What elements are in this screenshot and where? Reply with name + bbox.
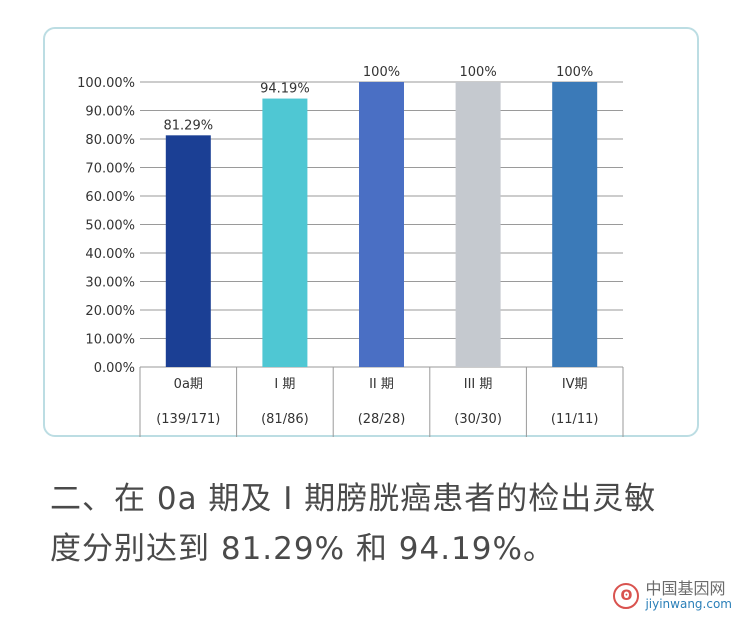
y-tick-label: 80.00% xyxy=(85,133,135,148)
y-tick-label: 70.00% xyxy=(85,162,135,177)
x-tick-label: IV期 xyxy=(562,377,588,392)
data-label: 100% xyxy=(363,65,400,80)
data-label: 94.19% xyxy=(260,82,310,97)
bar-chart: 0.00% 10.00% 20.00% 30.00% 40.00% 50.00% 60.00… xyxy=(77,65,624,437)
caption-line-1: 二、在 0a 期及 I 期膀胱癌患者的检出灵敏 xyxy=(50,481,657,517)
watermark-name: 中国基因网 xyxy=(645,579,726,599)
x-tick-sublabel: (139/171) xyxy=(156,412,220,427)
dna-logo-icon: ʘ xyxy=(613,582,640,609)
x-tick-label: 0a期 xyxy=(174,377,203,392)
bar xyxy=(165,135,211,367)
caption: 二、在 0a 期及 I 期膀胱癌患者的检出灵敏 度分别达到 81.29% 和 9… xyxy=(50,474,710,574)
bar xyxy=(262,98,308,367)
caption-line-2: 度分别达到 81.29% 和 94.19%。 xyxy=(50,531,555,567)
data-label: 100% xyxy=(460,65,497,80)
y-tick-label: 100.00% xyxy=(77,76,135,91)
bar xyxy=(455,82,501,367)
x-tick-label: II 期 xyxy=(369,377,394,392)
watermark: ʘ 中国基因网 jiyinwang.com xyxy=(613,580,732,611)
x-tick-sublabel: (81/86) xyxy=(261,412,309,427)
y-tick-label: 60.00% xyxy=(85,190,135,205)
bar xyxy=(359,82,404,367)
y-tick-label: 10.00% xyxy=(85,333,135,348)
x-tick-label: I 期 xyxy=(274,377,295,392)
y-tick-label: 30.00% xyxy=(85,276,135,291)
data-label: 81.29% xyxy=(164,118,214,133)
x-tick-sublabel: (11/11) xyxy=(551,412,599,427)
x-tick-sublabel: (28/28) xyxy=(358,412,406,427)
x-tick-sublabel: (30/30) xyxy=(454,412,502,427)
watermark-url: jiyinwang.com xyxy=(645,596,732,611)
data-label: 100% xyxy=(556,65,593,80)
x-tick-label: III 期 xyxy=(464,377,493,392)
y-tick-label: 0.00% xyxy=(94,361,135,376)
y-tick-label: 90.00% xyxy=(85,105,135,120)
bar xyxy=(552,82,598,367)
y-tick-label: 40.00% xyxy=(85,247,135,262)
y-tick-label: 20.00% xyxy=(85,304,135,319)
y-tick-label: 50.00% xyxy=(85,219,135,234)
